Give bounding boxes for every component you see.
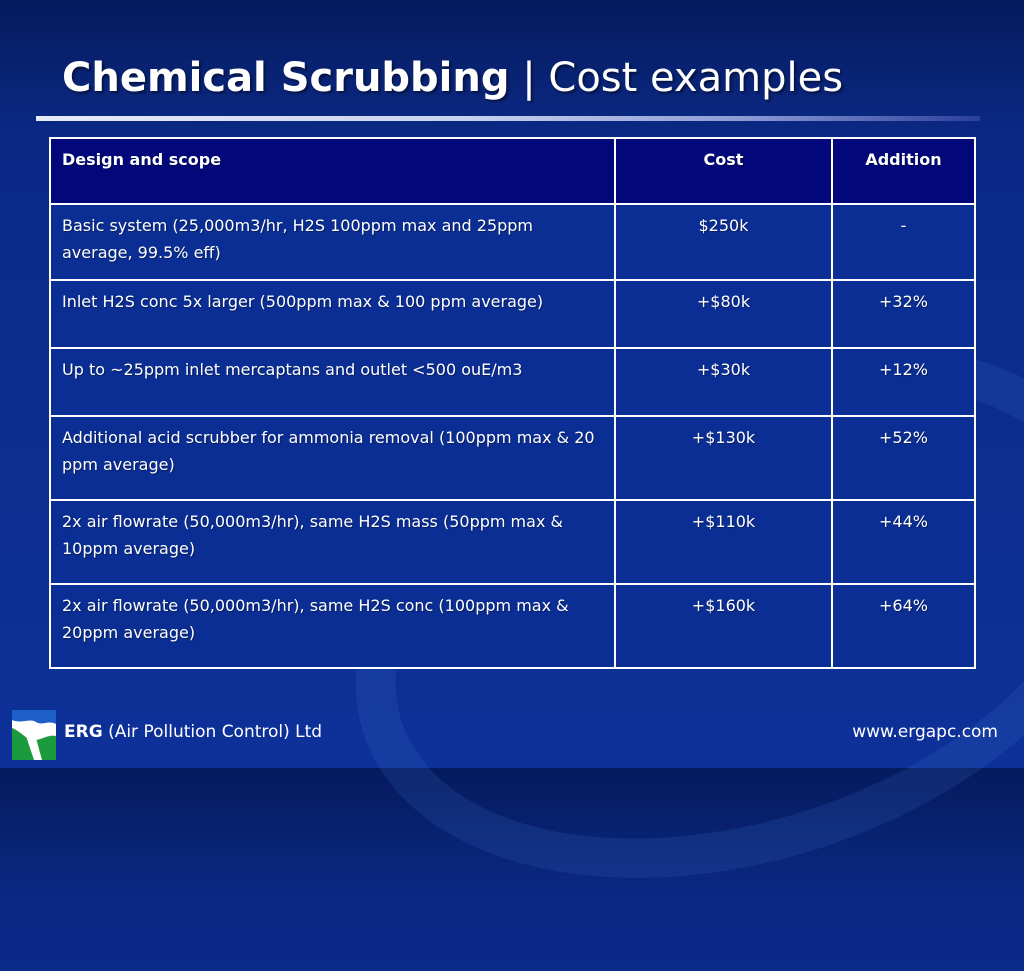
title-main: Chemical Scrubbing [62,55,510,101]
title-underline [36,116,980,121]
company-name-rest: (Air Pollution Control) Ltd [102,722,323,742]
addition-cell: +52% [831,415,976,501]
design-scope-cell: Inlet H2S conc 5x larger (500ppm max & 1… [49,279,616,349]
table-row: Inlet H2S conc 5x larger (500ppm max & 1… [49,279,976,349]
table-row: Up to ~25ppm inlet mercaptans and outlet… [49,347,976,417]
cost-cell: +$30k [614,347,833,417]
table-row: 2x air flowrate (50,000m3/hr), same H2S … [49,499,976,585]
table-row: Additional acid scrubber for ammonia rem… [49,415,976,501]
header-design-scope: Design and scope [49,137,616,205]
addition-cell: +12% [831,347,976,417]
header-cost: Cost [614,137,833,205]
cost-cell: +$130k [614,415,833,501]
company-name-bold: ERG [64,722,103,742]
title-sub: Cost examples [548,55,844,101]
table-header-row: Design and scope Cost Addition [49,137,976,205]
erg-logo-icon [12,710,56,760]
addition-cell: +64% [831,583,976,669]
footer-company: ERG (Air Pollution Control) Ltd [64,720,322,744]
cost-cell: +$80k [614,279,833,349]
addition-cell: +32% [831,279,976,349]
title-separator: | [509,55,549,101]
design-scope-cell: 2x air flowrate (50,000m3/hr), same H2S … [49,583,616,669]
page-title: Chemical Scrubbing | Cost examples [62,52,843,104]
table-row: Basic system (25,000m3/hr, H2S 100ppm ma… [49,203,976,281]
addition-cell: +44% [831,499,976,585]
design-scope-cell: Up to ~25ppm inlet mercaptans and outlet… [49,347,616,417]
cost-cell: +$160k [614,583,833,669]
cost-table: Design and scope Cost Addition Basic sys… [49,137,976,669]
addition-cell: - [831,203,976,281]
design-scope-cell: Basic system (25,000m3/hr, H2S 100ppm ma… [49,203,616,281]
cost-cell: +$110k [614,499,833,585]
design-scope-cell: 2x air flowrate (50,000m3/hr), same H2S … [49,499,616,585]
header-addition: Addition [831,137,976,205]
footer-url[interactable]: www.ergapc.com [852,722,998,742]
table-row: 2x air flowrate (50,000m3/hr), same H2S … [49,583,976,669]
cost-cell: $250k [614,203,833,281]
design-scope-cell: Additional acid scrubber for ammonia rem… [49,415,616,501]
